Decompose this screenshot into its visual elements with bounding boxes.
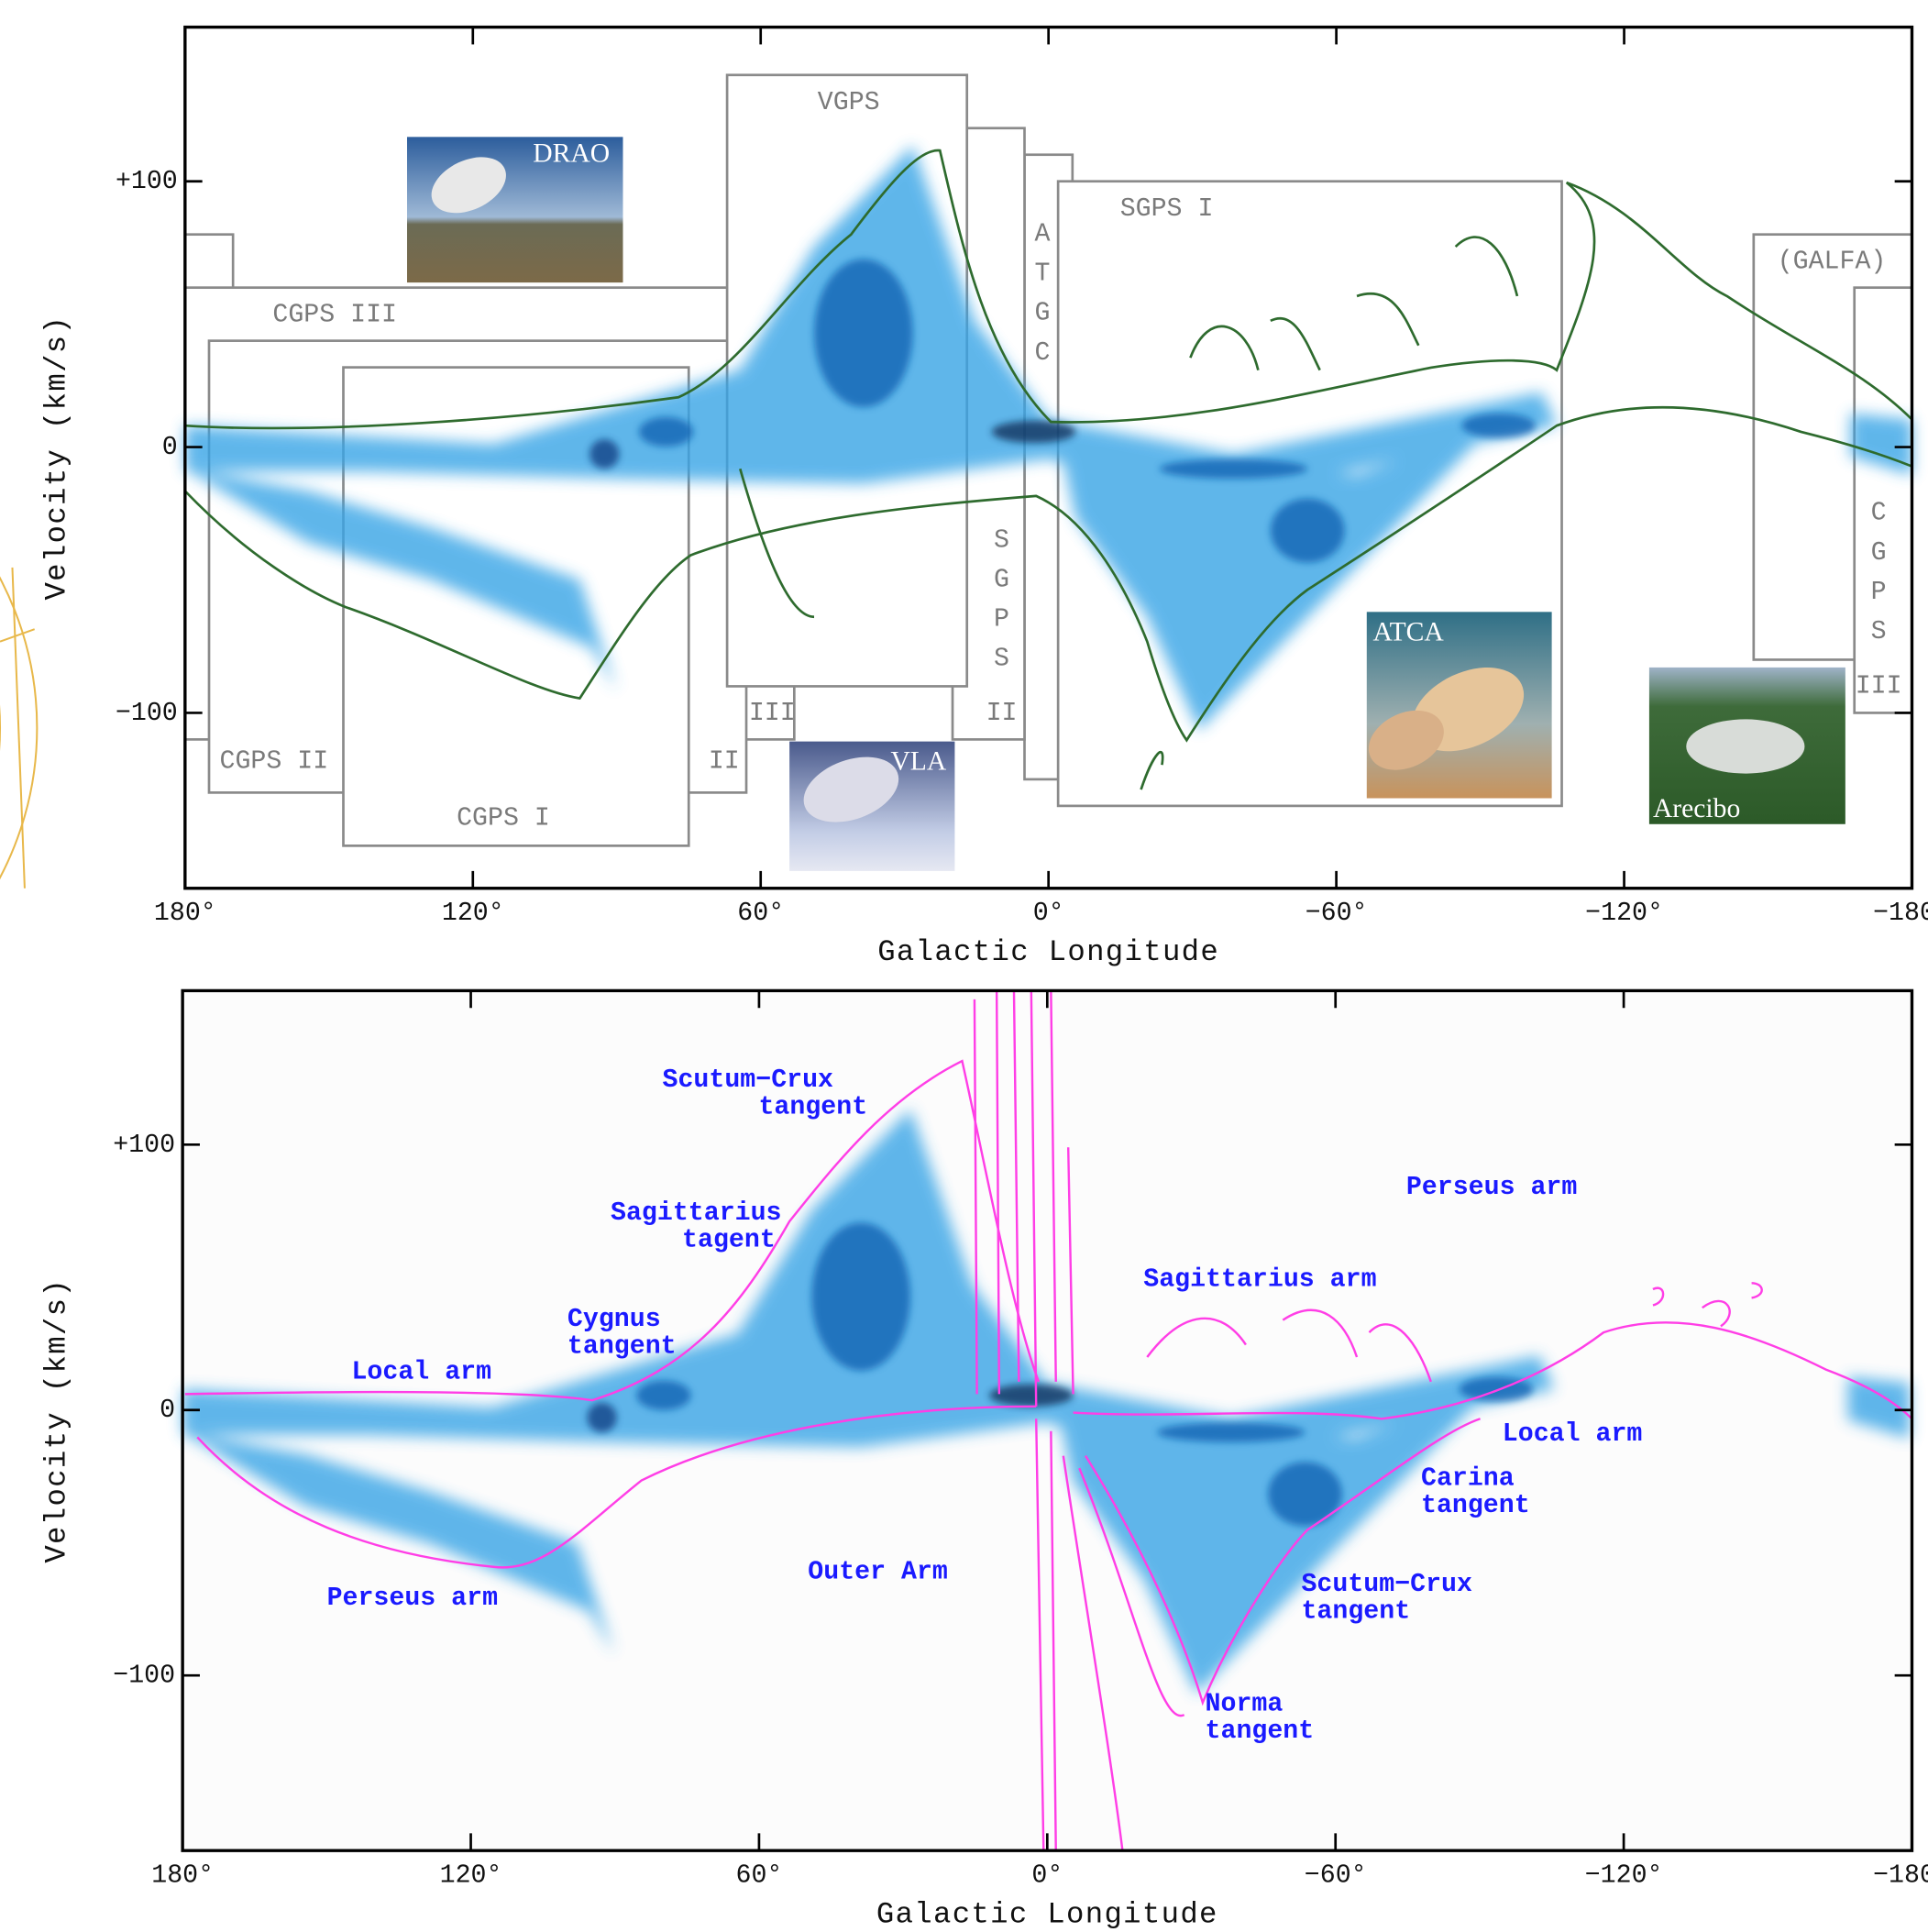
annotation: Perseus arm [1406,1173,1577,1202]
photo-detail [431,157,506,214]
photo-detail [1686,719,1805,774]
x-tick-label: 180° [151,1861,214,1891]
annotation: Sagittarius [611,1198,781,1228]
x-tick-label: −120° [1585,1861,1663,1891]
survey-tag: II [986,699,1018,728]
annotation: tangent [567,1331,677,1361]
y-tick-label: 0 [160,1396,175,1425]
y-axis-title: Velocity (km/s) [39,1278,73,1563]
annotation: Local arm [351,1358,491,1387]
y-axis-title: Velocity (km/s) [39,315,73,601]
annotation: Sagittarius arm [1143,1265,1376,1295]
annotation: Local arm [1503,1419,1643,1449]
survey-tag: II [709,747,740,777]
survey-tag: III [749,699,796,728]
survey-label: CGPS III [272,301,397,330]
survey-label: (GALFA) [1778,248,1887,277]
x-tick-label: 0° [1031,1861,1063,1891]
photo-detail [803,756,899,822]
photo-label: Arecibo [1653,794,1740,823]
survey-label: CGPS I [457,804,550,834]
annotation: Perseus arm [327,1584,498,1613]
annotations: Scutum−CruxtangentSagittariustagentCygnu… [327,1065,1643,1746]
y-tick-label: +100 [113,1131,175,1160]
photo-label: VLA [890,747,946,777]
annotation: tagent [682,1226,776,1255]
x-axis-title: Galactic Longitude [877,935,1219,969]
x-tick-label: 180° [154,899,216,928]
y-tick-label: −100 [116,699,178,728]
x-axis-title: Galactic Longitude [876,1898,1218,1932]
survey-label: CGPS II [220,747,329,777]
annotation: Outer Arm [808,1558,948,1587]
survey-labels: CGPS III III CGPS II II CGPS I A T G C S G P S II VGPS… [220,88,1902,833]
annotation: tangent [1206,1717,1315,1746]
x-tick-label: −60° [1306,899,1368,928]
axes: 180° 120° 60° 0° −60° −120° −180° +100 0 −100 Gala… [39,25,1928,1932]
x-tick-label: −180° [1873,1861,1928,1891]
annotation: Cygnus [567,1305,661,1334]
background-decoration [0,567,39,889]
annotation: tangent [758,1092,867,1121]
annotation: Norma [1206,1690,1283,1719]
annotation: Scutum−Crux [1301,1570,1472,1599]
contour-lines [183,149,1913,790]
survey-label: SGPS I [1120,194,1214,224]
survey-tag: III [1856,672,1902,701]
annotation: Scutum−Crux [663,1065,834,1095]
x-tick-label: 120° [442,899,504,928]
survey-label: VGPS [818,88,880,117]
x-tick-label: −180° [1873,899,1928,928]
annotation: Carina [1421,1463,1515,1493]
photo-detail [1368,710,1444,770]
x-tick-label: −60° [1305,1861,1367,1891]
x-tick-label: 120° [440,1861,502,1891]
photos [407,137,1845,871]
annotation: tangent [1301,1597,1410,1627]
x-tick-label: −120° [1585,899,1663,928]
photo-label: DRAO [533,138,610,168]
x-tick-label: 60° [737,899,784,928]
survey-box [183,233,235,290]
y-tick-label: −100 [113,1662,175,1691]
contour-lines [184,990,1913,1851]
y-tick-label: 0 [162,433,178,462]
annotation: tangent [1421,1491,1530,1520]
y-tick-label: +100 [116,167,178,196]
x-tick-label: 60° [735,1861,782,1891]
photo-label: ATCA [1373,617,1445,646]
x-tick-label: 0° [1033,899,1064,928]
hi-emission [184,145,1912,731]
